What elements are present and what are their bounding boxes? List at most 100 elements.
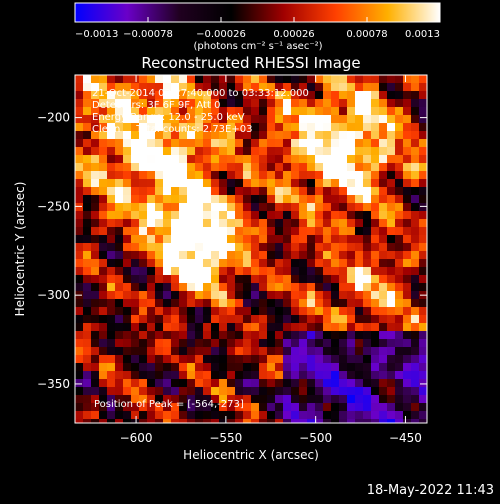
- heatmap-cell: [259, 275, 267, 283]
- heatmap-cell: [419, 299, 427, 307]
- heatmap-cell: [275, 331, 283, 339]
- heatmap-cell: [203, 227, 211, 235]
- heatmap-cell: [147, 227, 155, 235]
- heatmap-cell: [123, 411, 131, 419]
- heatmap-cell: [323, 155, 331, 163]
- heatmap-cell: [155, 211, 163, 219]
- heatmap-cell: [251, 203, 259, 211]
- heatmap-cell: [411, 187, 419, 195]
- heatmap-cell: [315, 147, 323, 155]
- heatmap-cell: [363, 235, 371, 243]
- heatmap-cell: [347, 355, 355, 363]
- heatmap-cell: [139, 203, 147, 211]
- heatmap-cell: [211, 307, 219, 315]
- heatmap-cell: [123, 355, 131, 363]
- heatmap-cell: [227, 107, 235, 115]
- heatmap-cell: [291, 179, 299, 187]
- heatmap-cell: [403, 355, 411, 363]
- heatmap-cell: [131, 291, 139, 299]
- heatmap-cell: [139, 107, 147, 115]
- heatmap-cell: [267, 107, 275, 115]
- heatmap-cell: [355, 139, 363, 147]
- heatmap-cell: [227, 347, 235, 355]
- heatmap-cell: [315, 235, 323, 243]
- heatmap-cell: [323, 115, 331, 123]
- heatmap-cell: [411, 235, 419, 243]
- heatmap-cell: [339, 307, 347, 315]
- heatmap-cell: [235, 331, 243, 339]
- heatmap-cell: [251, 147, 259, 155]
- heatmap-cell: [219, 355, 227, 363]
- heatmap-cell: [363, 227, 371, 235]
- heatmap-cell: [251, 355, 259, 363]
- heatmap-cell: [387, 411, 395, 419]
- heatmap-cell: [379, 283, 387, 291]
- heatmap-cell: [323, 99, 331, 107]
- heatmap-cell: [387, 315, 395, 323]
- heatmap-cell: [163, 371, 171, 379]
- heatmap-cell: [419, 283, 427, 291]
- annotation-detectors: Detectors: 3F 6F 9F, Att 0: [92, 100, 220, 111]
- heatmap-cell: [179, 211, 187, 219]
- heatmap-cell: [123, 91, 131, 99]
- heatmap-cell: [315, 291, 323, 299]
- heatmap-cell: [339, 155, 347, 163]
- heatmap-cell: [155, 227, 163, 235]
- heatmap-cell: [243, 267, 251, 275]
- heatmap-cell: [155, 219, 163, 227]
- heatmap-cell: [403, 139, 411, 147]
- heatmap-cell: [379, 307, 387, 315]
- heatmap-cell: [275, 411, 283, 419]
- heatmap-cell: [355, 227, 363, 235]
- heatmap-cell: [275, 419, 283, 423]
- heatmap-cell: [203, 379, 211, 387]
- heatmap-cell: [331, 323, 339, 331]
- heatmap-cell: [291, 195, 299, 203]
- heatmap-cell: [107, 379, 115, 387]
- heatmap-cell: [395, 123, 403, 131]
- heatmap-cell: [243, 211, 251, 219]
- heatmap-cell: [387, 147, 395, 155]
- heatmap-cell: [355, 115, 363, 123]
- heatmap-cell: [195, 123, 203, 131]
- heatmap-cell: [347, 363, 355, 371]
- heatmap-cell: [219, 115, 227, 123]
- heatmap-cell: [147, 315, 155, 323]
- heatmap-cell: [195, 83, 203, 91]
- heatmap-cell: [331, 235, 339, 243]
- heatmap-cell: [387, 163, 395, 171]
- heatmap-cell: [155, 131, 163, 139]
- heatmap-cell: [107, 267, 115, 275]
- heatmap-cell: [243, 275, 251, 283]
- heatmap-cell: [259, 155, 267, 163]
- heatmap-cell: [347, 339, 355, 347]
- heatmap-cell: [187, 131, 195, 139]
- heatmap-cell: [347, 243, 355, 251]
- heatmap-cell: [123, 107, 131, 115]
- heatmap-cell: [243, 147, 251, 155]
- heatmap-cell: [379, 163, 387, 171]
- heatmap-cell: [379, 275, 387, 283]
- heatmap-cell: [259, 179, 267, 187]
- heatmap-cell: [339, 203, 347, 211]
- heatmap-cell: [123, 83, 131, 91]
- heatmap-cell: [211, 275, 219, 283]
- heatmap-cell: [371, 203, 379, 211]
- heatmap-cell: [195, 347, 203, 355]
- heatmap-cell: [251, 211, 259, 219]
- heatmap-cell: [379, 371, 387, 379]
- x-tick-label: −500: [299, 431, 332, 445]
- heatmap-cell: [155, 315, 163, 323]
- heatmap-cell: [107, 387, 115, 395]
- heatmap-cell: [179, 387, 187, 395]
- heatmap-cell: [147, 139, 155, 147]
- heatmap-cell: [219, 91, 227, 99]
- heatmap-cell: [147, 411, 155, 419]
- heatmap-cell: [83, 315, 91, 323]
- heatmap-cell: [363, 251, 371, 259]
- heatmap-cell: [171, 139, 179, 147]
- heatmap-cell: [347, 99, 355, 107]
- heatmap-cell: [131, 155, 139, 163]
- heatmap-cell: [139, 411, 147, 419]
- heatmap-cell: [91, 259, 99, 267]
